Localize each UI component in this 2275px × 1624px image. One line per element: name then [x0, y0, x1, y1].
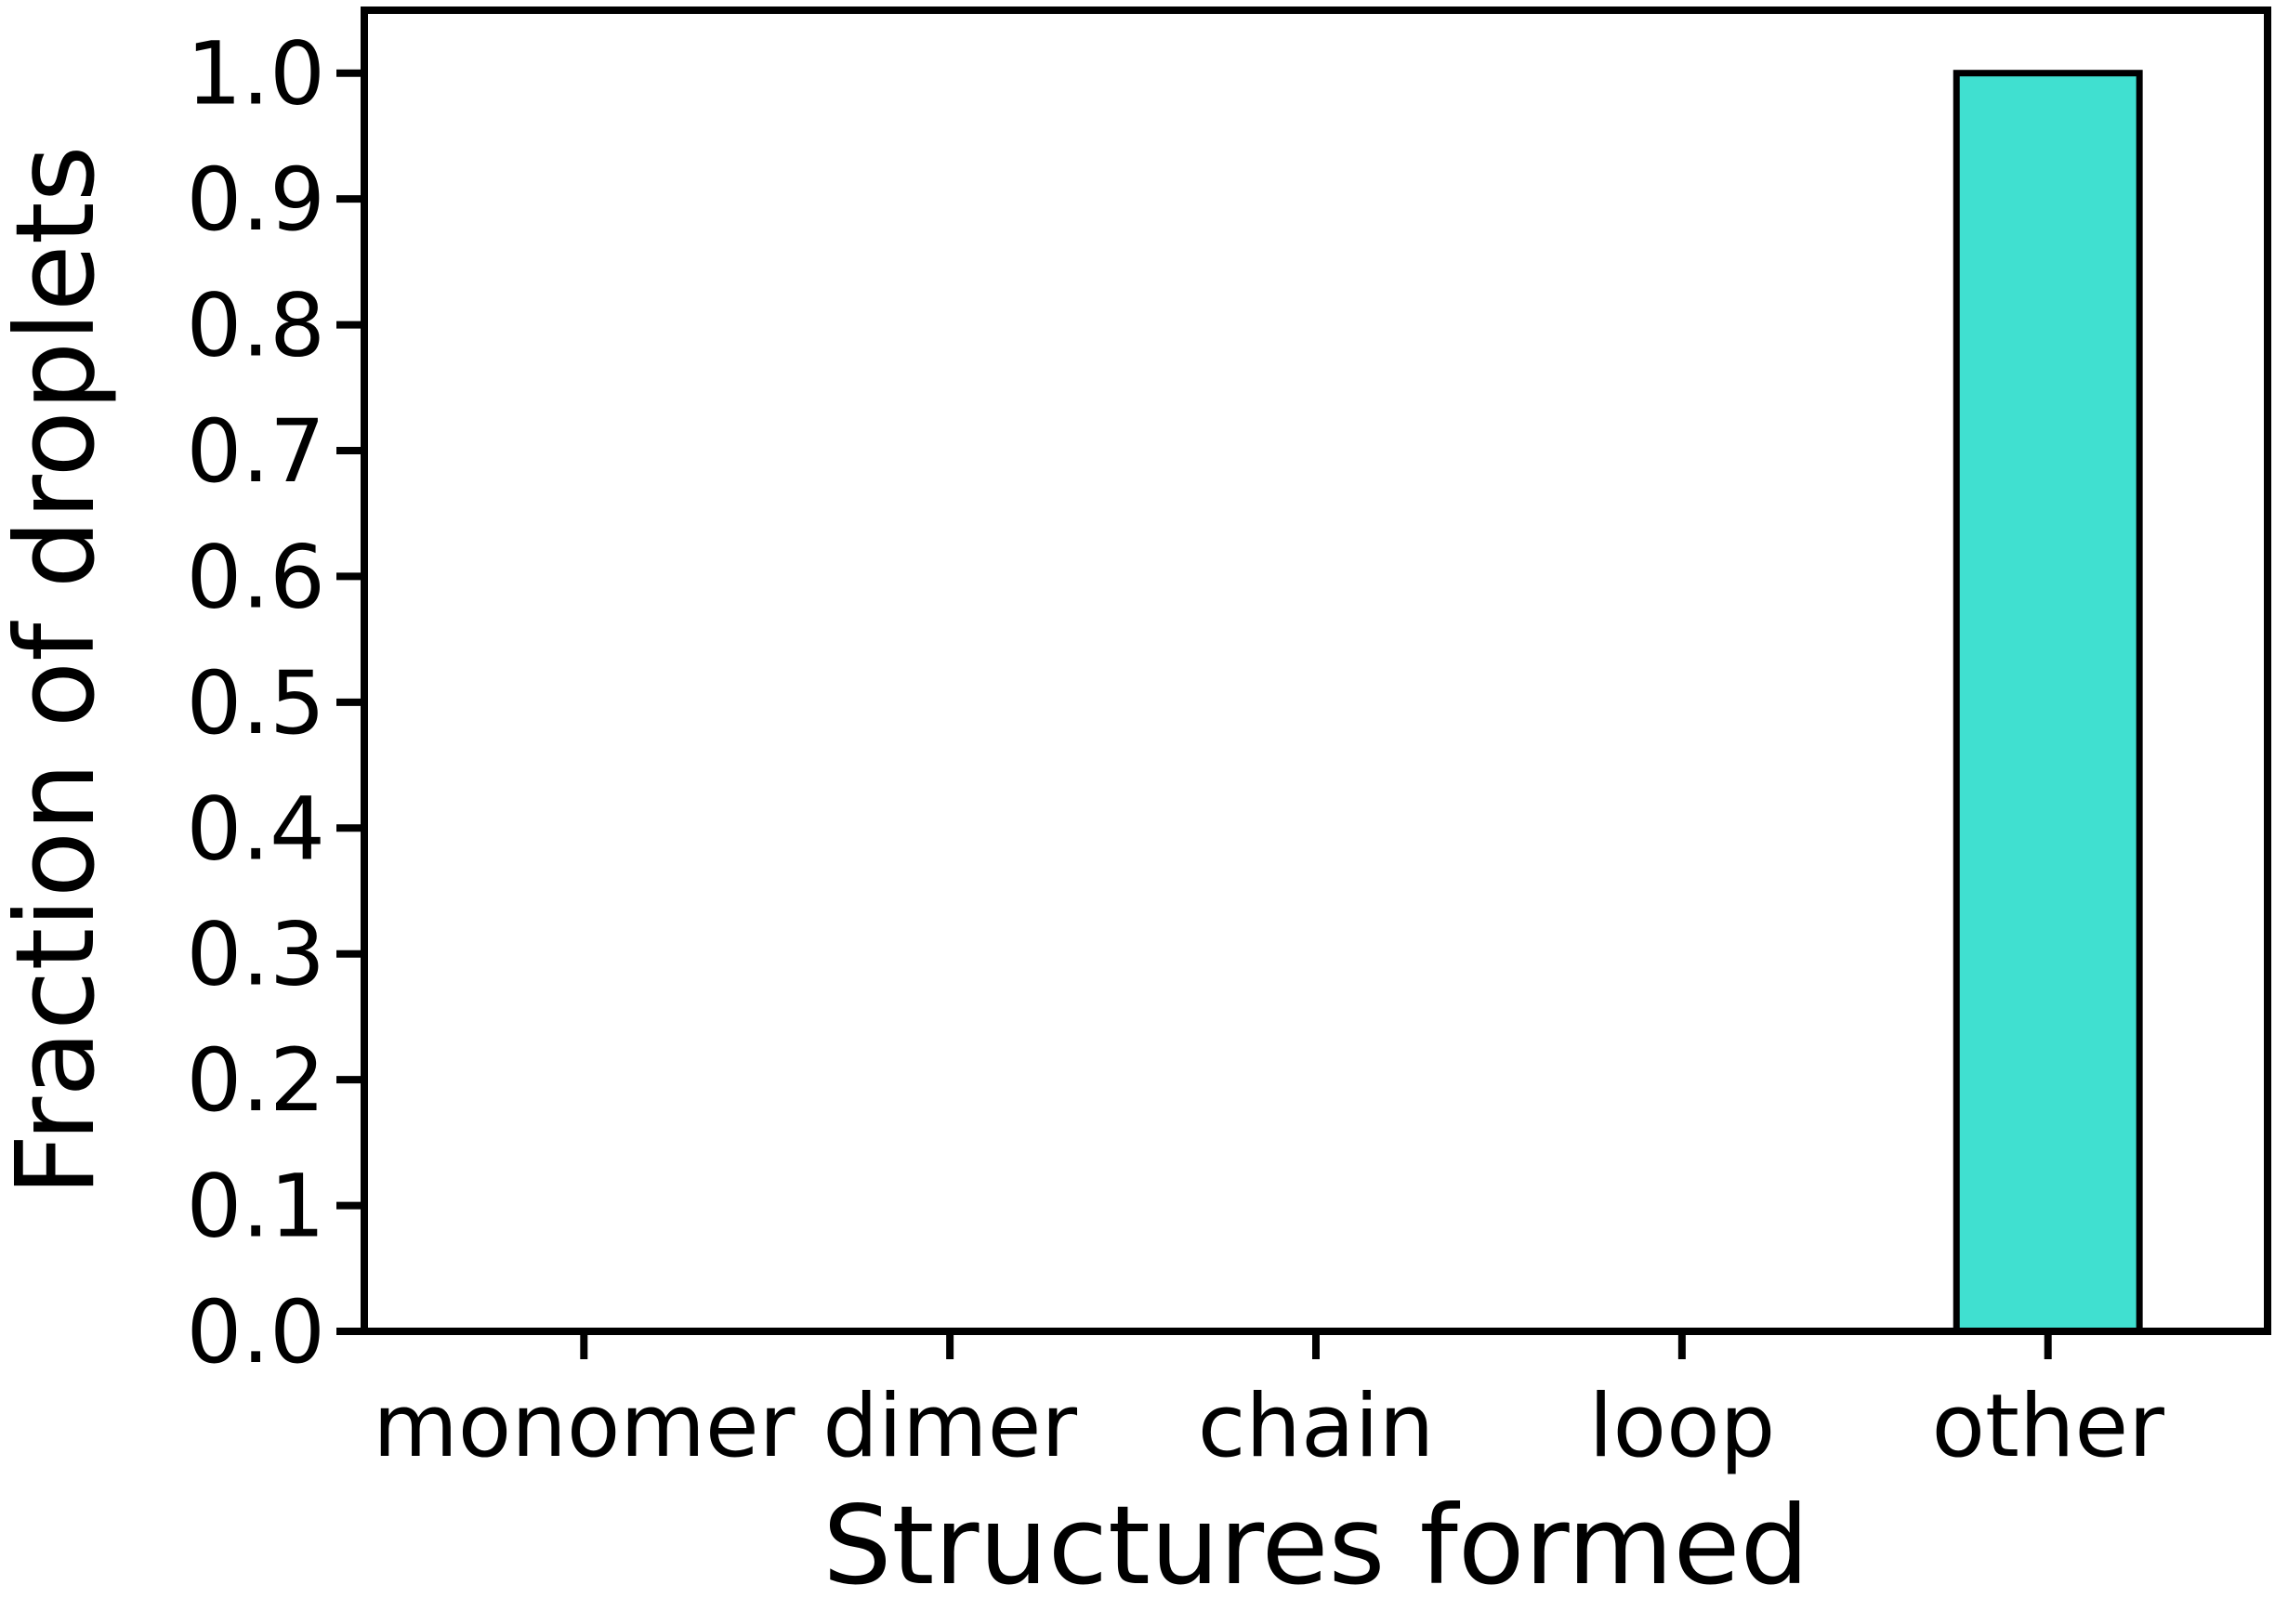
y-axis-label: Fraction of droplets	[0, 145, 119, 1196]
y-tick-label: 0.6	[187, 527, 326, 628]
x-tick-label-loop: loop	[1588, 1376, 1775, 1477]
x-tick-label-dimer: dimer	[822, 1376, 1077, 1477]
x-tick-label-chain: chain	[1198, 1376, 1435, 1477]
y-tick-label: 0.0	[187, 1282, 326, 1383]
bars-layer	[1953, 70, 2143, 1335]
y-axis: 0.0 0.1 0.2 0.3 0.4 0.5 0.6 0.7 0.8 0.9 1.0	[187, 24, 364, 1383]
x-tick-label-other: other	[1931, 1376, 2164, 1477]
y-tick-label: 0.2	[187, 1030, 326, 1132]
y-tick-label: 0.4	[187, 779, 326, 880]
x-axis: monomer dimer chain loop other	[373, 1331, 2164, 1477]
y-tick-label: 0.8	[187, 276, 326, 377]
x-tick-label-monomer: monomer	[373, 1376, 796, 1477]
y-tick-label: 0.7	[187, 401, 326, 503]
y-tick-label: 0.9	[187, 150, 326, 251]
bar-other	[1953, 70, 2143, 1335]
y-tick-label: 0.1	[187, 1157, 326, 1258]
y-tick-label: 0.5	[187, 653, 326, 754]
x-axis-label: Structures formed	[822, 1482, 1808, 1609]
y-tick-label: 0.3	[187, 905, 326, 1006]
y-tick-label: 1.0	[187, 24, 326, 125]
